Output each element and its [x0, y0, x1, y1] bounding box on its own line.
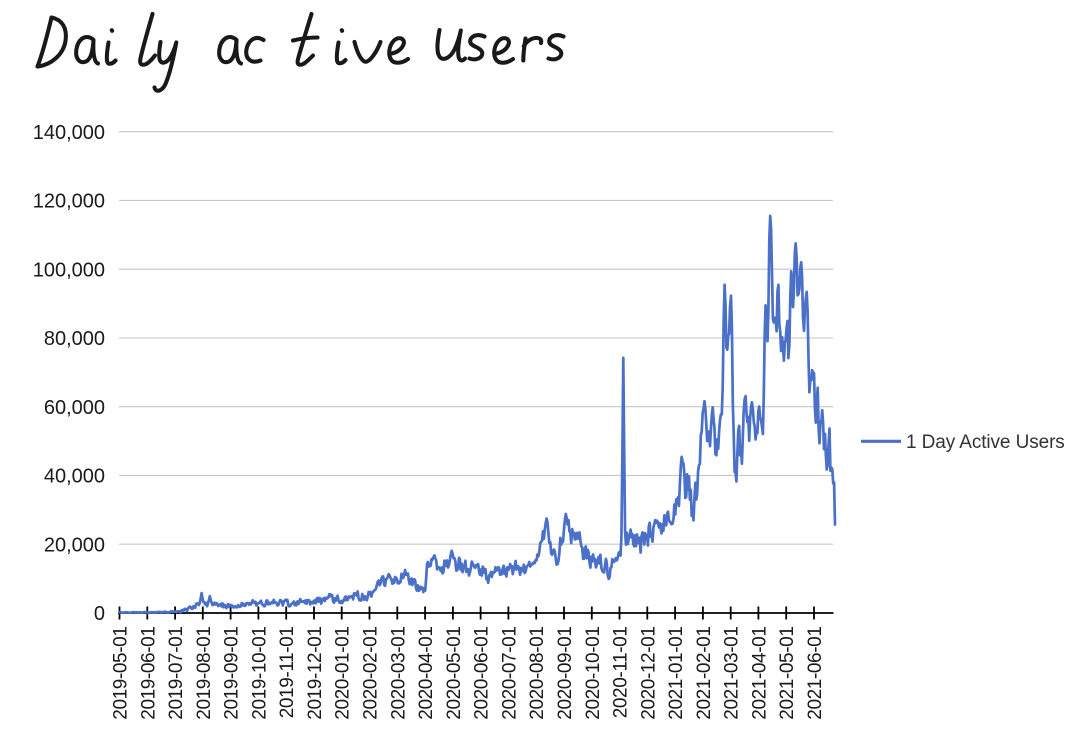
svg-text:2020-01-01: 2020-01-01 [333, 627, 354, 720]
svg-text:2020-11-01: 2020-11-01 [611, 627, 632, 719]
svg-text:40,000: 40,000 [44, 466, 105, 488]
svg-text:60,000: 60,000 [44, 397, 105, 419]
svg-text:140,000: 140,000 [33, 122, 105, 144]
svg-text:2020-07-01: 2020-07-01 [499, 627, 520, 720]
svg-text:100,000: 100,000 [33, 259, 105, 281]
svg-text:80,000: 80,000 [44, 328, 105, 350]
svg-text:2020-09-01: 2020-09-01 [555, 627, 576, 720]
svg-text:2020-08-01: 2020-08-01 [527, 627, 548, 720]
svg-text:2021-06-01: 2021-06-01 [805, 627, 826, 720]
svg-text:2019-06-01: 2019-06-01 [138, 627, 159, 720]
svg-text:2021-02-01: 2021-02-01 [694, 627, 715, 720]
svg-text:120,000: 120,000 [33, 191, 105, 213]
svg-text:2019-11-01: 2019-11-01 [277, 627, 298, 719]
svg-text:2019-05-01: 2019-05-01 [111, 627, 132, 720]
svg-text:2019-09-01: 2019-09-01 [222, 627, 243, 720]
svg-text:2019-12-01: 2019-12-01 [305, 627, 326, 720]
svg-text:2020-05-01: 2020-05-01 [444, 627, 465, 720]
svg-text:2019-10-01: 2019-10-01 [249, 627, 270, 720]
svg-text:1 Day Active Users: 1 Day Active Users [906, 432, 1065, 453]
svg-text:2019-08-01: 2019-08-01 [194, 627, 215, 720]
svg-text:2021-01-01: 2021-01-01 [666, 627, 687, 720]
svg-text:0: 0 [94, 603, 105, 625]
svg-text:2021-03-01: 2021-03-01 [722, 627, 743, 720]
svg-text:2021-05-01: 2021-05-01 [777, 627, 798, 720]
svg-text:2020-10-01: 2020-10-01 [583, 627, 604, 720]
svg-text:2020-04-01: 2020-04-01 [416, 627, 437, 720]
svg-text:2019-07-01: 2019-07-01 [166, 627, 187, 720]
svg-text:2020-12-01: 2020-12-01 [638, 627, 659, 720]
svg-text:2020-03-01: 2020-03-01 [388, 627, 409, 720]
svg-text:2021-04-01: 2021-04-01 [749, 627, 770, 720]
svg-text:2020-02-01: 2020-02-01 [361, 627, 382, 720]
svg-text:20,000: 20,000 [44, 534, 105, 556]
svg-text:2020-06-01: 2020-06-01 [472, 627, 493, 720]
